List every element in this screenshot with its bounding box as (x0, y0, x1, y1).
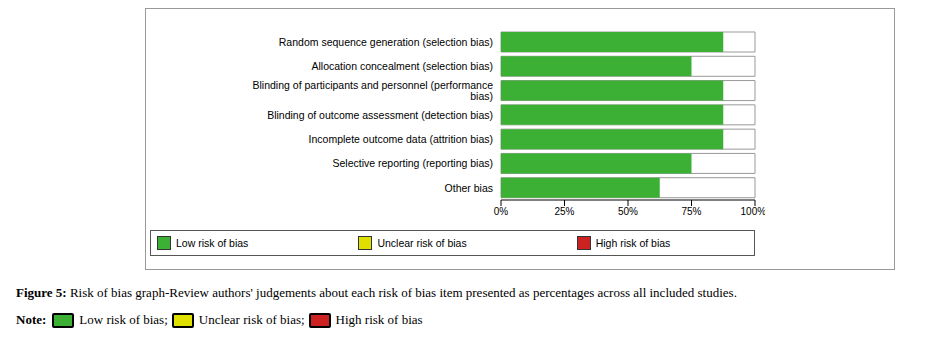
html-text:High risk of bias: High risk of bias (335, 312, 423, 327)
svg-text:75%: 75% (681, 206, 701, 217)
html-text:Unclear risk of bias;: Unclear risk of bias; (198, 312, 305, 327)
svg-text:Blinding of outcome assessment: Blinding of outcome assessment (detectio… (267, 109, 493, 121)
html-text:High risk of bias: High risk of bias (595, 237, 671, 249)
svg-text:0%: 0% (494, 206, 509, 217)
svg-text:Selective reporting (reporting: Selective reporting (reporting bias) (333, 157, 494, 169)
svg-text:Incomplete outcome data (attri: Incomplete outcome data (attrition bias) (309, 133, 493, 145)
html-text:Figure 5: Risk of bias graph-R: Figure 5: Risk of bias graph-Review auth… (16, 285, 737, 300)
svg-text:Blinding of participants and p: Blinding of participants and personnel (… (253, 79, 494, 102)
svg-text:50%: 50% (618, 206, 638, 217)
svg-text:Allocation concealment (select: Allocation concealment (selection bias) (311, 60, 493, 72)
html-text:Low risk of bias;: Low risk of bias; (79, 312, 168, 327)
html-text:Unclear risk of bias: Unclear risk of bias (377, 237, 467, 249)
html-text:Note:: Note: (16, 312, 47, 327)
svg-text:Other bias: Other bias (445, 182, 493, 194)
svg-text:25%: 25% (554, 206, 574, 217)
html-text:Low risk of bias: Low risk of bias (176, 237, 249, 249)
svg-text:100%: 100% (741, 206, 765, 217)
svg-text:Random sequence generation (se: Random sequence generation (selection bi… (279, 36, 493, 48)
